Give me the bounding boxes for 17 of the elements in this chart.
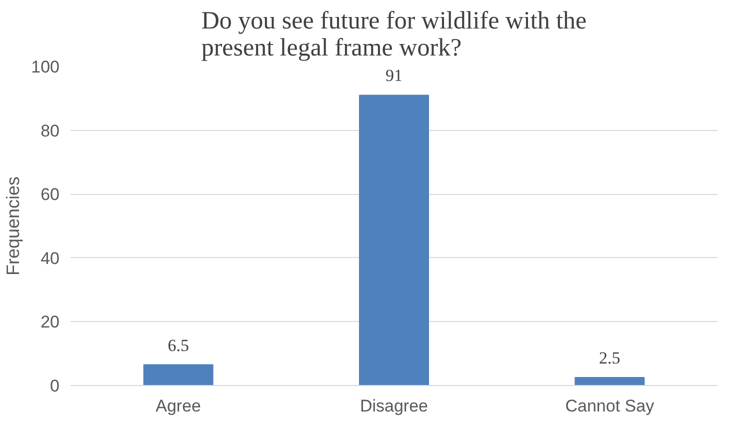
y-tick-label: 100 (31, 58, 60, 76)
y-tick-label: 0 (50, 376, 60, 396)
y-tick-label: 60 (40, 185, 60, 204)
x-tick-label: Disagree (360, 396, 428, 416)
data-label: 91 (386, 66, 402, 86)
x-tick-label: Cannot Say (565, 396, 655, 416)
y-tick-label: 40 (40, 248, 60, 268)
x-tick-label: Agree (156, 396, 202, 416)
bar (574, 377, 645, 386)
bar (143, 364, 214, 386)
data-label: 2.5 (599, 348, 620, 368)
y-tick-label: 80 (40, 121, 60, 140)
data-label: 6.5 (168, 336, 189, 355)
chart-title: Do you see future for wildlife with the present legal frame work? (201, 8, 587, 62)
y-axis-title: Frequencies (3, 176, 24, 276)
y-tick-label: 20 (40, 312, 60, 332)
bar (358, 94, 430, 386)
